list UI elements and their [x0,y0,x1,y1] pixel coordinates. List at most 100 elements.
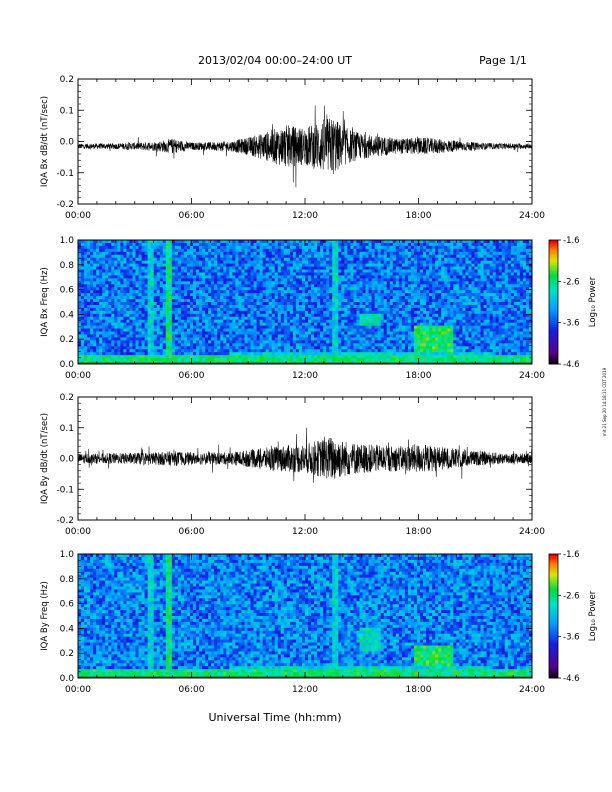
heatmap-cell [298,248,303,253]
heatmap-cell [401,275,406,279]
heatmap-cell [87,281,91,285]
heatmap-cell [353,275,357,279]
heatmap-cell [320,296,324,300]
heatmap-cell [465,240,469,244]
heatmap-cell [298,242,303,247]
heatmap-cell [108,296,112,300]
heatmap-cell [153,272,158,276]
heatmap-cell [78,319,82,324]
heatmap-cell [332,272,336,276]
heatmap-cell [335,325,339,329]
heatmap-cell [99,296,103,300]
heatmap-cell [183,322,188,327]
heatmap-cell [138,242,142,247]
heatmap-cell [477,254,481,259]
heatmap-cell [407,284,412,288]
heatmap-cell [262,302,267,306]
heatmap-cell [317,293,321,297]
heatmap-cell [277,304,282,309]
heatmap-cell [335,251,339,256]
heatmap-cell [489,310,494,315]
heatmap-cell [450,313,454,318]
heatmap-cell [292,245,297,250]
heatmap-cell [362,331,366,335]
heatmap-cell [323,263,327,267]
heatmap-cell [377,322,382,327]
heatmap-cell [102,334,106,338]
heatmap-cell [214,257,218,262]
heatmap-cell [241,325,245,329]
heatmap-cell [438,322,442,327]
heatmap-cell [123,316,127,321]
heatmap-cell [365,299,369,303]
heatmap-cell [147,319,152,324]
heatmap-cell [277,331,282,335]
heatmap-cell [208,331,212,335]
heatmap-cell [492,272,497,276]
heatmap-cell [153,310,158,315]
heatmap-cell [223,313,227,318]
heatmap-cell [386,242,391,247]
heatmap-cell [308,242,312,247]
heatmap-cell [510,287,515,291]
heatmap-cell [232,240,236,244]
heatmap-cell [311,257,315,262]
heatmap-cell [199,290,203,294]
heatmap-cell [150,266,155,270]
heatmap-cell [189,310,194,315]
heatmap-cell [413,328,418,332]
heatmap-cell [84,328,88,332]
heatmap-cell [220,307,224,312]
heatmap-cell [138,266,142,270]
heatmap-cell [189,325,194,329]
heatmap-cell [374,260,379,265]
heatmap-cell [507,290,512,294]
heatmap-cell [504,254,509,259]
heatmap-cell [180,334,185,338]
heatmap-cell [389,251,394,256]
heatmap-cell [413,299,418,303]
heatmap-cell [489,307,494,312]
heatmap-cell [217,248,221,253]
heatmap-cell [441,257,445,262]
heatmap-cell [96,307,100,312]
heatmap-cell [99,319,103,324]
heatmap-cell [217,272,221,276]
heatmap-cell [423,325,427,329]
heatmap-cell [78,325,82,329]
heatmap-cell [93,310,97,315]
heatmap-cell [141,240,145,244]
heatmap-cell [117,331,121,335]
heatmap-cell [311,248,315,253]
heatmap-cell [380,272,385,276]
heatmap-cell [159,269,164,273]
heatmap-cell [93,251,97,256]
heatmap-cell [492,248,497,253]
heatmap-cell [416,254,421,259]
heatmap-cell [298,302,303,306]
heatmap-cell [516,245,521,250]
heatmap-cell [150,263,155,267]
heatmap-cell [208,245,212,250]
heatmap-cell [341,275,345,279]
heatmap-cell [283,296,288,300]
heatmap-cell [329,325,333,329]
heatmap-cell [196,260,200,265]
heatmap-cell [283,269,288,273]
heatmap-cell [504,302,509,306]
heatmap-cell [516,242,521,247]
heatmap-cell [426,287,430,291]
heatmap-cell [253,263,257,267]
heatmap-cell [492,316,497,321]
heatmap-cell [368,284,372,288]
heatmap-cell [208,275,212,279]
heatmap-cell [123,272,127,276]
heatmap-cell [495,328,500,332]
heatmap-cell [189,257,194,262]
heatmap-cell [144,242,149,247]
heatmap-cell [214,248,218,253]
heatmap-cell [111,275,115,279]
heatmap-cell [144,257,149,262]
heatmap-cell [244,304,248,309]
heatmap-cell [120,307,124,312]
